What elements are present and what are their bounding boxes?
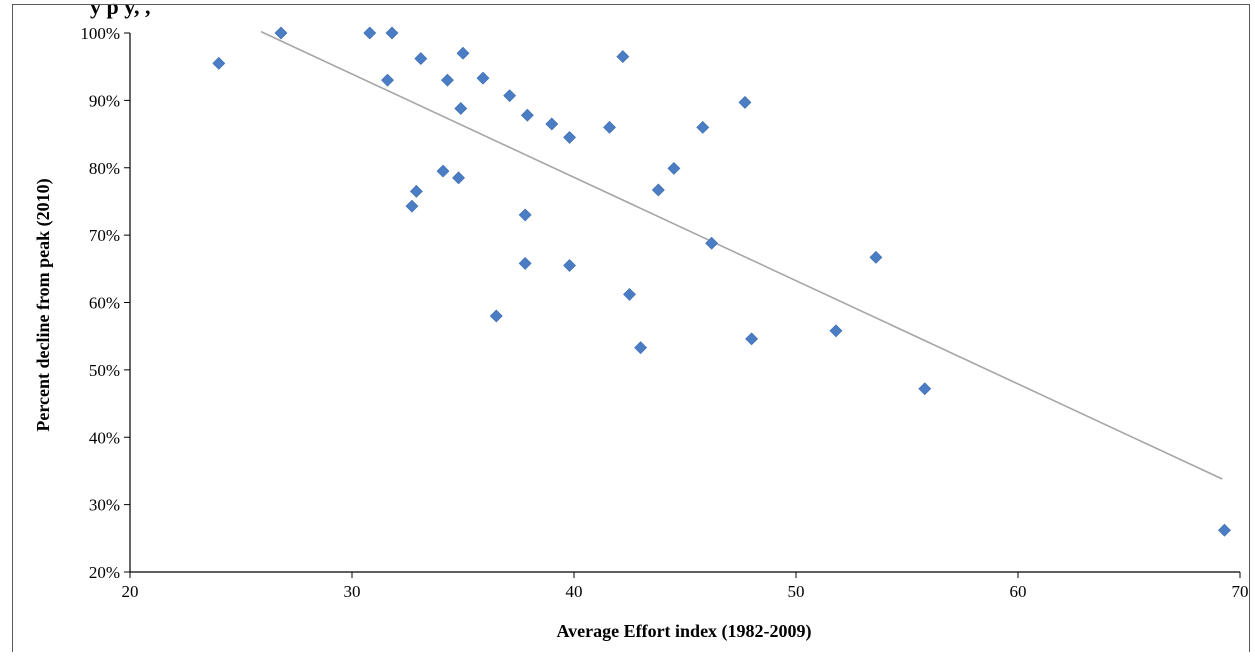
data-point [456,46,470,60]
data-point [436,164,450,178]
y-axis-ticks: 20% 30% 40% 50% 60% 70% 80% 90% 100% [80,24,130,582]
data-point [518,208,532,222]
data-point [634,341,648,355]
data-points [212,26,1231,537]
x-tick-label: 50 [788,582,805,601]
x-axis-ticks: 20 30 40 50 60 70 [122,572,1249,601]
data-point [381,73,394,87]
data-point [520,108,534,122]
y-tick-label: 70% [89,226,120,245]
y-tick-label: 50% [89,361,120,380]
x-tick-label: 20 [122,582,139,601]
plot-frame [12,4,1250,657]
data-point [918,382,932,396]
data-point [745,332,759,346]
data-point [651,183,665,197]
data-point [667,161,681,175]
data-point [405,199,419,213]
x-tick-label: 40 [566,582,583,601]
data-point [738,95,752,109]
data-point [545,117,559,131]
data-point [409,184,423,198]
data-point [563,259,576,272]
data-point [623,287,636,301]
data-point [1218,523,1231,537]
data-point [489,309,503,323]
y-tick-label: 60% [89,294,120,313]
figure-border [12,4,1250,657]
data-point [363,26,377,40]
data-point [454,102,468,115]
data-point [603,120,616,134]
data-point [274,26,288,40]
data-point [705,236,719,250]
data-point [385,26,399,40]
y-tick-label: 80% [89,159,120,178]
y-tick-label: 40% [89,428,120,447]
trendline [260,30,1223,480]
data-point [452,171,465,185]
data-point [616,50,630,64]
data-point [414,52,428,66]
data-point [518,256,532,270]
x-axis-title: Average Effort index (1982-2009) [556,621,811,642]
y-tick-label: 100% [80,24,120,43]
x-tick-label: 70 [1232,582,1249,601]
x-tick-label: 60 [1010,582,1027,601]
data-point [829,324,843,338]
data-point [869,250,883,264]
data-point [212,56,226,70]
data-point [441,73,454,87]
x-tick-label: 30 [344,582,361,601]
y-tick-label: 20% [89,563,120,582]
y-tick-label: 30% [89,496,120,515]
data-point [696,120,710,134]
trendline-layer [260,30,1223,480]
y-axis-title: Percent decline from peak (2010) [33,178,54,431]
data-point [476,71,490,85]
y-tick-label: 90% [89,91,120,110]
chart-title-fragment: y p y, , [90,0,151,19]
data-point [503,89,517,103]
data-point [563,131,576,144]
